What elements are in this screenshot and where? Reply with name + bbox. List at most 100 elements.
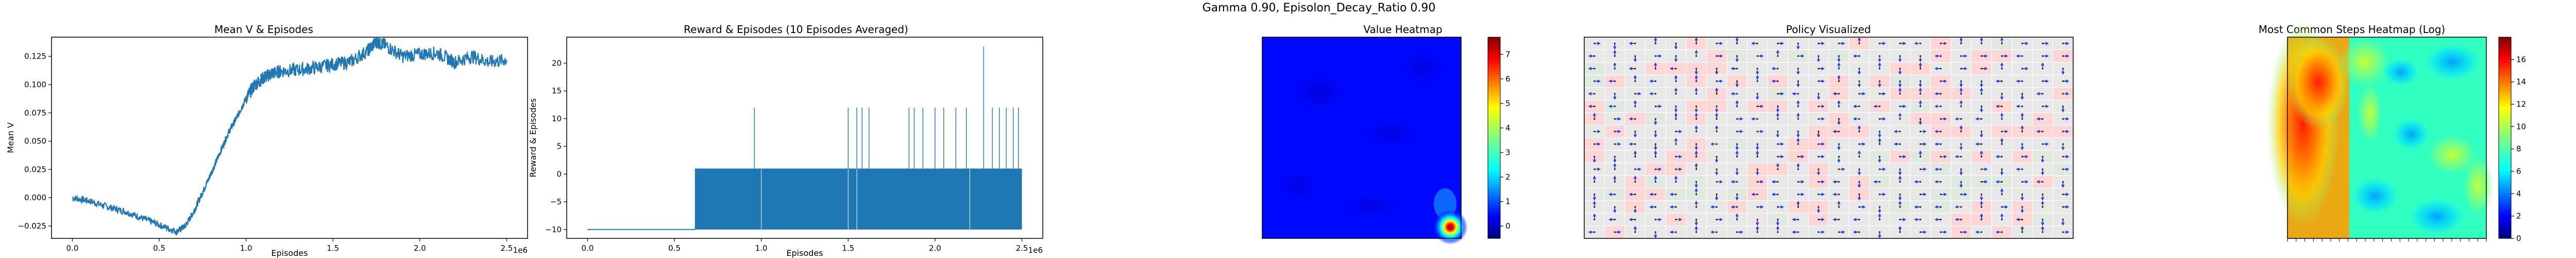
policy-dot	[1797, 206, 1799, 208]
policy-dot	[1756, 105, 1758, 107]
policy-dot	[1736, 105, 1738, 107]
reward-y-ticks: −10 −5 0 5 10 15 20	[545, 58, 567, 234]
policy-dot	[1838, 168, 1840, 170]
policy-dot	[1736, 231, 1738, 233]
policy-dot	[1594, 80, 1596, 82]
policy-dot	[2062, 231, 2064, 233]
policy-dot	[1960, 206, 1962, 208]
policy-dot	[1756, 218, 1758, 221]
policy-dot	[1634, 118, 1636, 120]
policy-dot	[1777, 68, 1779, 70]
policy-dot	[1594, 206, 1596, 208]
policy-dot	[1980, 131, 1982, 133]
policy-cells	[1584, 37, 2074, 239]
policy-dot	[1980, 168, 1982, 170]
policy-dot	[1634, 68, 1636, 70]
policy-dot	[1594, 194, 1596, 196]
mean-v-y-label: Mean V	[6, 122, 15, 153]
reward-x-tick-label: 1.0	[755, 244, 768, 253]
reward-y-tick-label: 20	[552, 58, 562, 68]
policy-dot	[1777, 42, 1779, 44]
policy-dot	[1614, 55, 1616, 57]
policy-dot	[1797, 105, 1799, 107]
policy-dot	[1980, 93, 1982, 95]
policy-dot	[1716, 118, 1718, 120]
mean-v-x-ticks: 0.0 0.5 1.0 1.5 2.0 2.5	[66, 238, 513, 253]
policy-dot	[1919, 42, 1922, 44]
policy-dot	[1675, 68, 1677, 70]
policy-dot	[1594, 68, 1596, 70]
policy-dot	[1940, 218, 1942, 221]
policy-dot	[1940, 55, 1942, 57]
policy-dot	[1634, 181, 1636, 183]
policy-dot	[1838, 181, 1840, 183]
policy-dot	[2042, 105, 2044, 107]
policy-dot	[1818, 80, 1820, 82]
policy-dot	[1756, 155, 1758, 158]
policy-dot	[2001, 131, 2003, 133]
policy-dot	[1960, 131, 1962, 133]
policy-dot	[1654, 68, 1656, 70]
policy-dot	[1736, 155, 1738, 158]
steps-heatmap-image	[2267, 21, 2494, 238]
policy-dot	[1614, 131, 1616, 133]
policy-dot	[1960, 168, 1962, 170]
mean-v-x-tick-label: 2.5	[501, 244, 513, 253]
policy-dot	[2062, 93, 2064, 95]
policy-dot	[1594, 231, 1596, 233]
value-colorbar-tick-label: 1	[1505, 197, 1511, 206]
policy-dot	[1899, 118, 1901, 120]
policy-dot	[1858, 143, 1860, 145]
policy-dot	[1695, 218, 1698, 221]
reward-x-tick-label: 0.5	[668, 244, 681, 253]
policy-dot	[1654, 155, 1656, 158]
policy-dot	[1818, 105, 1820, 107]
policy-dot	[2001, 118, 2003, 120]
policy-dot	[1675, 118, 1677, 120]
policy-dot	[1716, 231, 1718, 233]
policy-dot	[1838, 131, 1840, 133]
policy-dot	[1919, 55, 1922, 57]
policy-dot	[1858, 168, 1860, 170]
reward-y-tick-label: 5	[556, 142, 562, 151]
policy-dot	[1614, 168, 1616, 170]
policy-dot	[1878, 68, 1880, 70]
policy-dot	[2001, 55, 2003, 57]
policy-dot	[1919, 194, 1922, 196]
policy-dot	[1899, 181, 1901, 183]
policy-dot	[1980, 218, 1982, 221]
policy-dot	[1878, 118, 1880, 120]
policy-dot	[1736, 118, 1738, 120]
mean-v-y-tick-label: 0.125	[24, 52, 46, 61]
policy-dot	[1919, 93, 1922, 95]
policy-dot	[1716, 105, 1718, 107]
policy-dot	[1634, 80, 1636, 82]
policy-dot	[1777, 155, 1779, 158]
policy-dot	[1614, 68, 1616, 70]
reward-x-tick-label: 1.5	[842, 244, 854, 253]
policy-dot	[1634, 231, 1636, 233]
reward-x-tick-label: 0.0	[582, 244, 594, 253]
policy-dot	[2062, 194, 2064, 196]
policy-dot	[1756, 80, 1758, 82]
policy-dot	[2021, 105, 2023, 107]
policy-dot	[1675, 194, 1677, 196]
policy-dot	[1818, 143, 1820, 145]
policy-dot	[1777, 105, 1779, 107]
policy-dot	[1838, 68, 1840, 70]
policy-dot	[1980, 231, 1982, 233]
policy-dot	[1716, 93, 1718, 95]
mean-v-series-line	[72, 36, 507, 236]
policy-dot	[1675, 93, 1677, 95]
policy-dot	[2062, 80, 2064, 82]
policy-dot	[1797, 93, 1799, 95]
policy-dot	[1695, 168, 1698, 170]
policy-dot	[1695, 181, 1698, 183]
reward-solid-band	[695, 168, 1022, 230]
policy-dot	[1940, 93, 1942, 95]
value-heatmap: Value Heatmap 0 1 2 3 4 5 6 7	[1262, 23, 1511, 245]
policy-dot	[1980, 105, 1982, 107]
policy-dot	[1594, 55, 1596, 57]
policy-dot	[1818, 231, 1820, 233]
policy-dot	[2021, 55, 2023, 57]
